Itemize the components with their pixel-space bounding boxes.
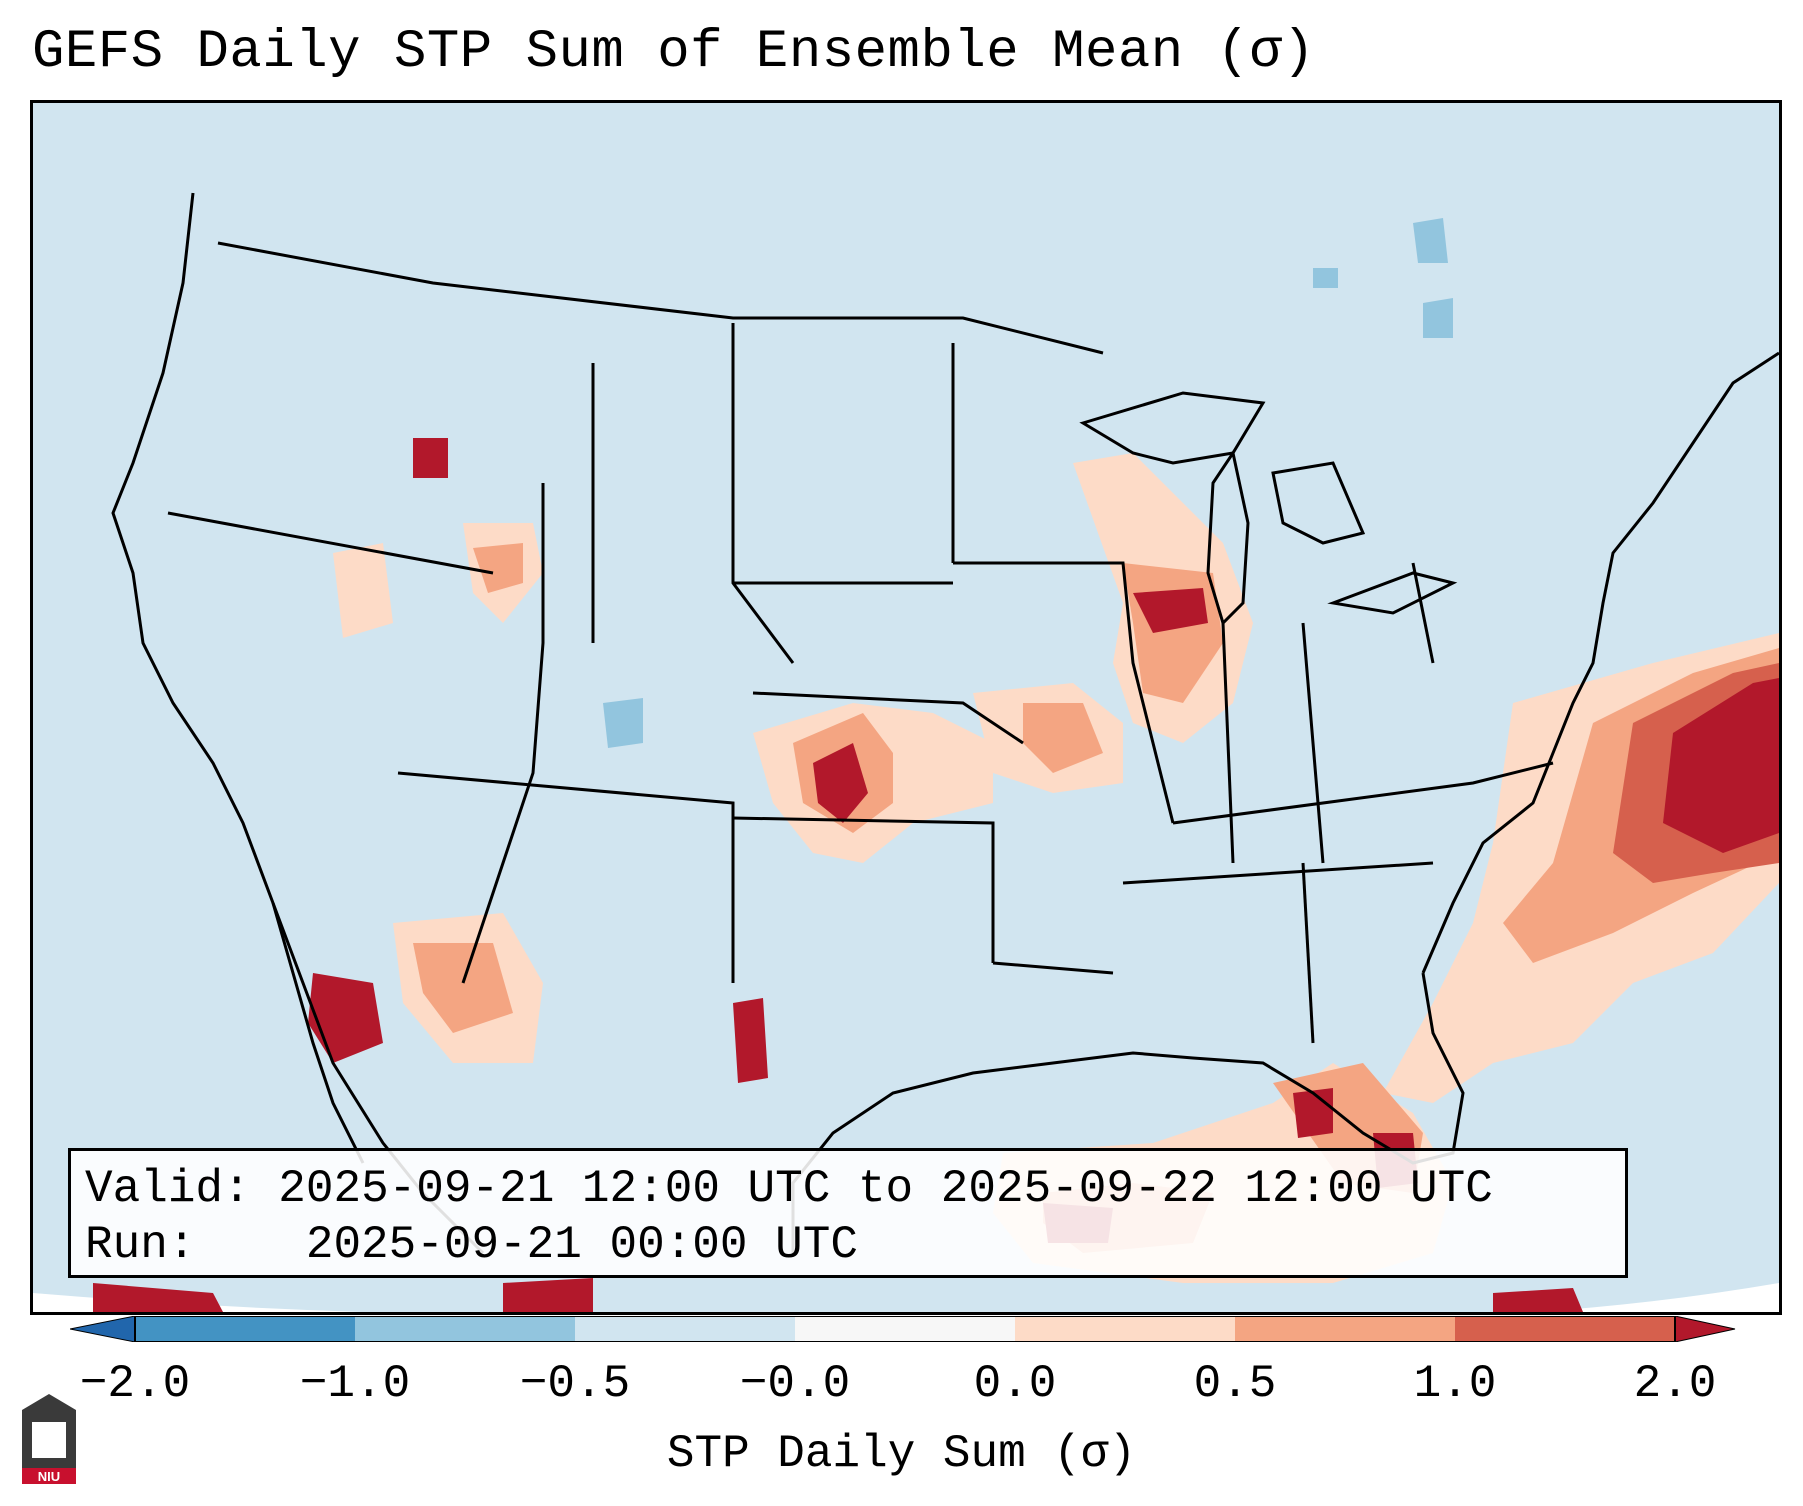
canada-anomaly-negative-2 (1423, 298, 1453, 338)
run-time: 2025-09-21 00:00 UTC (305, 1219, 858, 1271)
state-border (752, 691, 1024, 745)
colorbar-over-extension (1674, 1316, 1736, 1342)
colorbar-tick-label: −1.0 (299, 1358, 411, 1410)
map-panel (30, 100, 1782, 1315)
colorado-anomaly-negative (603, 698, 643, 748)
gulf-coastline (791, 972, 1465, 1253)
texas-anomaly-extreme (733, 998, 768, 1083)
colorbar-outline (134, 1316, 1676, 1342)
state-border (1172, 761, 1554, 825)
colorbar-bin (575, 1316, 796, 1342)
canada-anomaly-negative-3 (1313, 268, 1338, 288)
state-border (1301, 862, 1315, 1044)
valid-range: 2025-09-21 12:00 UTC to 2025-09-22 12:00… (278, 1163, 1493, 1215)
west-coastline (111, 192, 485, 1255)
colorbar-bin (135, 1316, 356, 1342)
state-border (167, 511, 494, 575)
missouri-anomaly-medium (1023, 703, 1103, 773)
state-border (1122, 861, 1434, 885)
state-border (732, 816, 995, 963)
state-border (1221, 622, 1235, 864)
colorbar-tick-label: 1.0 (1413, 1358, 1497, 1410)
state-border (992, 961, 1114, 975)
florida-anomaly-extreme (1293, 1088, 1333, 1138)
lake-huron (1271, 461, 1366, 545)
arizona-anomaly-medium (413, 943, 513, 1033)
idaho-anomaly-medium (473, 543, 523, 593)
canada-border (217, 241, 1104, 355)
lake-erie (1327, 571, 1458, 615)
atlantic-anomaly-extreme (1663, 678, 1779, 853)
boundaries (111, 192, 1779, 1255)
kansas-anomaly-extreme (813, 743, 868, 823)
colorbar-bin (355, 1316, 576, 1342)
colorbar-tick-label: 0.0 (973, 1358, 1057, 1410)
map-canvas (33, 103, 1779, 1312)
canada-anomaly-negative (1413, 218, 1448, 263)
run-label: Run: (85, 1219, 196, 1271)
state-border (1411, 562, 1435, 664)
colorbar-label: STP Daily Sum (σ) (666, 1428, 1137, 1480)
logo-banner (22, 1468, 76, 1484)
lake-michigan (1206, 449, 1250, 626)
illinois-anomaly-extreme (1133, 588, 1208, 633)
caribbean-anomaly-extreme (1493, 1288, 1583, 1312)
colorbar-tick-label: −2.0 (79, 1358, 191, 1410)
projection-edge (1535, 1283, 1779, 1312)
colorbar-bins (135, 1316, 1676, 1342)
valid-run-info: Valid: 2025-09-21 12:00 UTC to 2025-09-2… (68, 1148, 1628, 1278)
colorbar-bin (1015, 1316, 1236, 1342)
colorbar-tick-label: −0.5 (519, 1358, 631, 1410)
map-title: GEFS Daily STP Sum of Ensemble Mean (σ) (32, 22, 1316, 83)
mexico-anomaly-extreme (503, 1278, 593, 1312)
logo-window (32, 1422, 66, 1458)
oregon-anomaly-extreme (413, 438, 448, 478)
state-border (397, 771, 735, 983)
logo-roof (22, 1394, 76, 1410)
baja-anomaly-extreme (308, 973, 383, 1063)
state-border (953, 561, 1175, 824)
east-coastline (1421, 351, 1779, 974)
colorbar-tick-label: 0.5 (1193, 1358, 1277, 1410)
background-field (33, 103, 1779, 1312)
colorbar-bin (1455, 1316, 1676, 1342)
valid-label: Valid: (85, 1163, 251, 1215)
baja-coastline (271, 902, 365, 1164)
colorbar-bin (795, 1316, 1016, 1342)
pacific-anomaly-extreme (93, 1283, 223, 1312)
colorbar-tick-label: −0.0 (739, 1358, 851, 1410)
logo-text: NIU (38, 1469, 60, 1484)
colorbar-tick-label: 2.0 (1633, 1358, 1717, 1410)
colorbar-bin (1235, 1316, 1456, 1342)
colorbar (70, 1316, 1736, 1342)
state-border (1301, 622, 1325, 864)
niu-logo: NIU (22, 1394, 76, 1484)
nevada-anomaly-light (333, 543, 393, 638)
colorbar-under-extension (70, 1316, 136, 1342)
state-border (461, 483, 545, 984)
